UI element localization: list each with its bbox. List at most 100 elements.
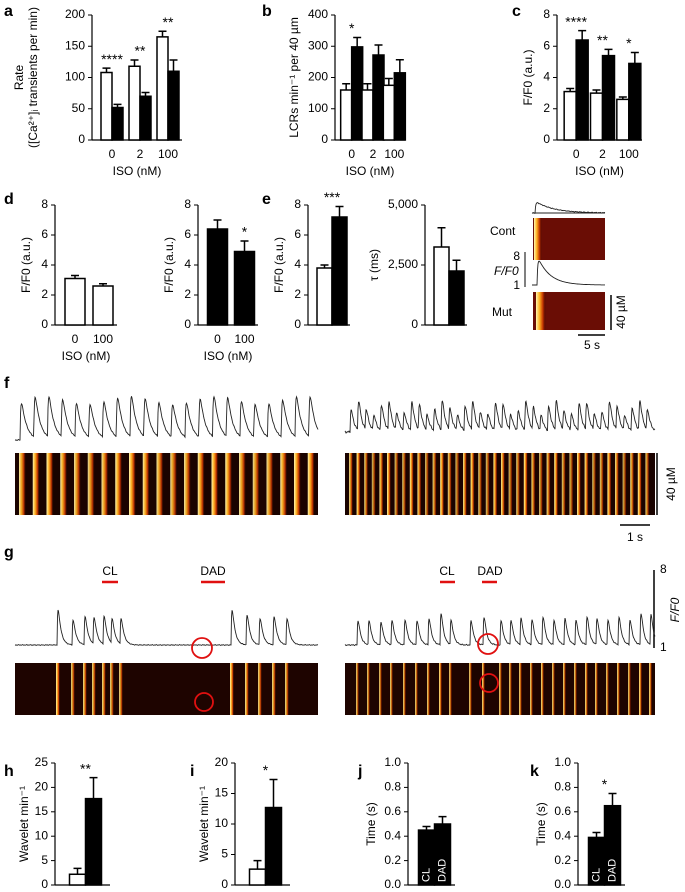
y-tick-label: 200 [308,70,328,84]
scan-stripe [142,453,150,515]
axis-tick: 8 [660,562,667,576]
y-tick-label: 8 [294,197,301,211]
scan-stripe [71,663,75,715]
scan-stripe [606,663,609,715]
marker-label: DAD [477,564,503,578]
y-tick-label: 15 [215,786,229,800]
bar [84,797,103,886]
marker-label: CL [439,564,455,578]
y-tick-label: 2 [294,287,301,301]
scan-stripe [630,453,635,515]
y-tick-label: 4 [184,257,191,271]
scan-stripe [425,453,429,515]
scan-stripe [239,453,246,515]
line-scan [533,218,605,260]
trace [532,260,605,286]
y-tick-label: 200 [65,7,85,21]
y-tick-label: 6 [294,227,301,241]
bar [167,70,180,141]
scan-stripe [285,663,289,715]
scan-stripe [379,453,384,515]
bar-label: DAD [606,859,618,882]
scan-stripe [272,663,276,715]
highlight-circle [194,692,214,712]
error-bar [158,30,167,37]
y-tick-label: 6 [41,227,48,241]
y-axis-label: F/F0 (a.u.) [272,237,286,293]
y-tick-label: 0.2 [554,853,571,867]
scan-stripe [46,453,54,515]
scan-stripe [379,663,382,715]
error-bar [130,59,139,67]
y-axis-label: Rate [12,65,26,91]
panel-label: c [512,3,521,20]
x-tick-label: 100 [619,147,639,161]
bar [563,90,577,141]
y-tick-label: 20 [35,780,49,794]
inset-tick: 1 [513,278,520,292]
error-bar [608,792,617,806]
error-bar [437,227,446,247]
error-bar [89,776,98,799]
scan-stripe [563,663,566,715]
significance: * [349,20,355,36]
scan-stripe [101,453,109,515]
y-tick-label: 1.0 [384,755,401,769]
scan-stripe [531,453,536,515]
bar-label: CL [590,868,602,882]
significance: ** [80,760,91,776]
scan-stripe [585,663,588,715]
scan-stripe [252,453,260,515]
bar [156,36,169,141]
bar [433,246,450,326]
scan-stripe [554,453,559,515]
scan-stripe [523,453,528,515]
significance: ** [135,43,146,59]
scan-stripe [115,453,123,515]
x-tick-label: 100 [93,332,113,346]
x-tick-label: 100 [384,147,404,161]
bar [139,95,152,141]
highlight-circle [477,633,499,655]
y-axis-label: LCRs min⁻¹ per 40 µm [287,17,301,138]
error-bar [438,815,447,824]
scan-stripe [307,453,315,515]
panel-label: f [4,375,10,392]
bar [128,65,141,141]
scan-stripe [493,453,498,515]
scan-stripe [225,453,233,515]
error-bar [73,867,82,875]
marker-label: DAD [200,564,226,578]
scan-stripe [294,453,301,515]
y-axis-label: ([Ca²⁺]ᵢ transients per min) [26,7,40,148]
axis-label: F/F0 [668,597,682,622]
bar [433,823,452,886]
trace [14,609,319,646]
inset-tick: 8 [513,249,520,263]
x-tick-label: 100 [158,147,178,161]
significance: ** [597,32,608,48]
scan-stripe [364,453,369,515]
scan-stripe [645,453,650,515]
panel-label: d [4,191,14,208]
y-tick-label: 4 [543,70,550,84]
scan-stripe [622,453,627,515]
y-tick-label: 0.0 [554,877,571,891]
scan-stripe [546,453,551,515]
trace [344,400,656,434]
y-tick-label: 0 [411,317,418,331]
scan-stripe [449,663,452,715]
scan-stripe [607,453,612,515]
scan-stripe [266,453,274,515]
error-bar [578,29,587,40]
scan-stripe [577,453,581,515]
error-bar [240,240,249,252]
y-tick-label: 20 [215,755,229,769]
scan-stripe [245,663,249,715]
bar [382,84,396,141]
panel-label: b [262,3,272,20]
trace [14,395,319,442]
x-tick-label: 2 [137,147,144,161]
y-tick-label: 0.4 [384,828,401,842]
